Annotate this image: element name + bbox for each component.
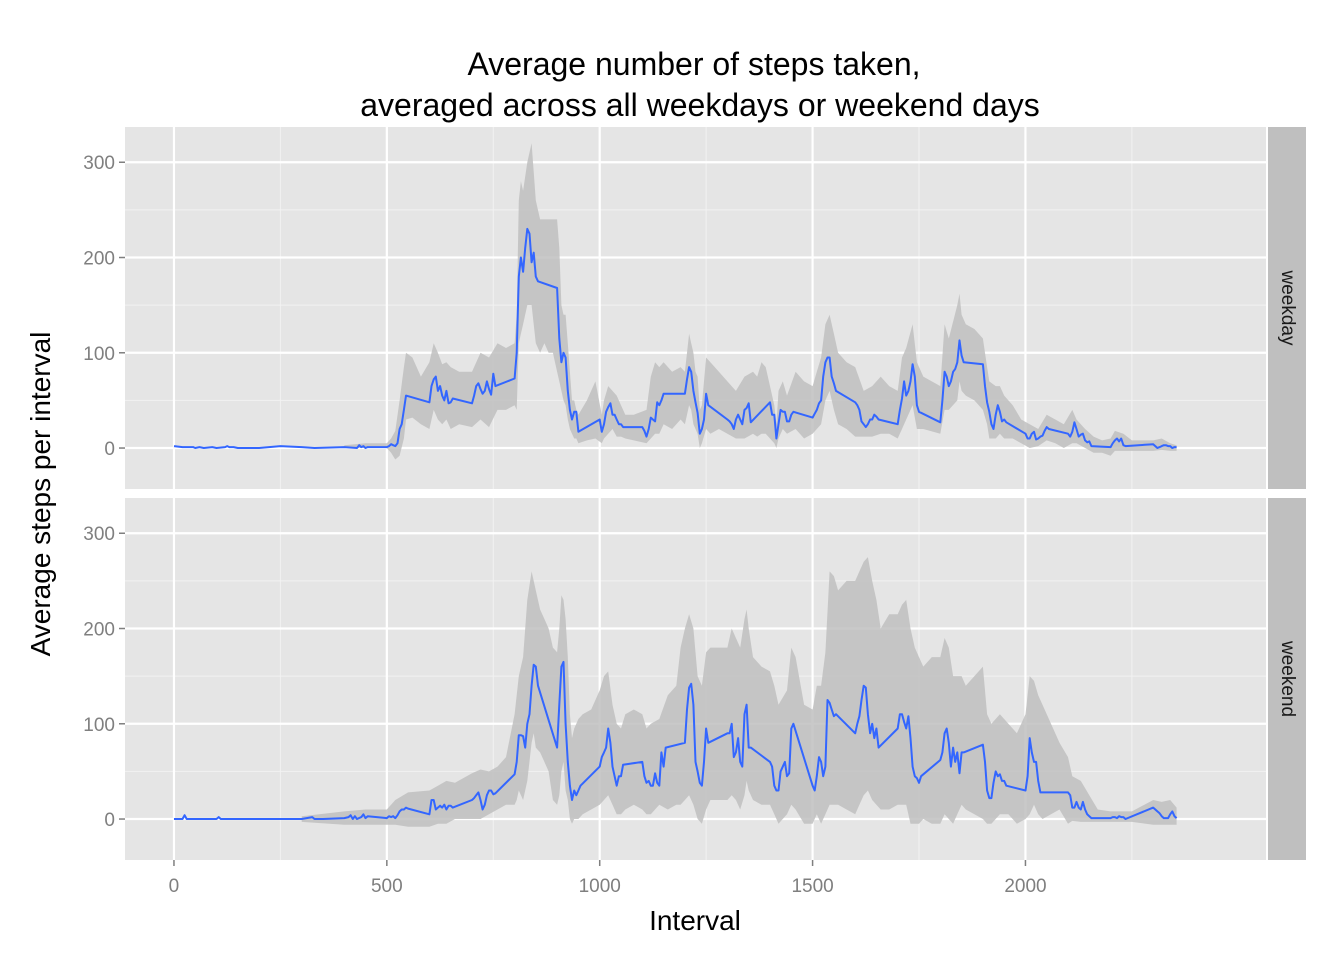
strip-label-weekend: weekend xyxy=(1277,640,1298,717)
panel-weekday xyxy=(125,127,1266,489)
y-tick-label: 100 xyxy=(83,344,115,365)
x-tick-label: 500 xyxy=(371,876,403,897)
y-tick-label: 300 xyxy=(83,153,115,174)
y-axis-ticks: 0 100 200 300 0 100 200 300 xyxy=(83,153,125,831)
x-tick-label: 1500 xyxy=(791,876,833,897)
panel-background xyxy=(125,127,1266,489)
y-tick-label: 200 xyxy=(83,249,115,270)
x-tick-label: 0 xyxy=(169,876,180,897)
y-tick-label: 0 xyxy=(104,439,115,460)
x-axis-ticks: 0 500 1000 1500 2000 xyxy=(169,860,1047,897)
y-axis-title: Average steps per interval xyxy=(25,332,56,657)
y-tick-label: 300 xyxy=(83,524,115,545)
strip-weekend-background xyxy=(1268,498,1306,860)
strip-label-weekday: weekday xyxy=(1277,270,1298,346)
x-tick-label: 2000 xyxy=(1004,876,1046,897)
ribbon-weekday xyxy=(344,143,1177,460)
series-line-weekend xyxy=(174,660,1178,820)
series-line-weekday xyxy=(173,227,1177,449)
panel-weekend xyxy=(125,498,1266,860)
y-tick-label: 0 xyxy=(104,810,115,831)
chart-title-line-2: averaged across all weekdays or weekend … xyxy=(360,87,1039,123)
y-tick-label: 200 xyxy=(83,620,115,641)
y-tick-label: 100 xyxy=(83,715,115,736)
strip-weekday-background xyxy=(1268,127,1306,489)
x-tick-label: 1000 xyxy=(579,876,621,897)
chart-title-line-1: Average number of steps taken, xyxy=(467,46,920,82)
x-axis-title: Interval xyxy=(649,905,741,936)
